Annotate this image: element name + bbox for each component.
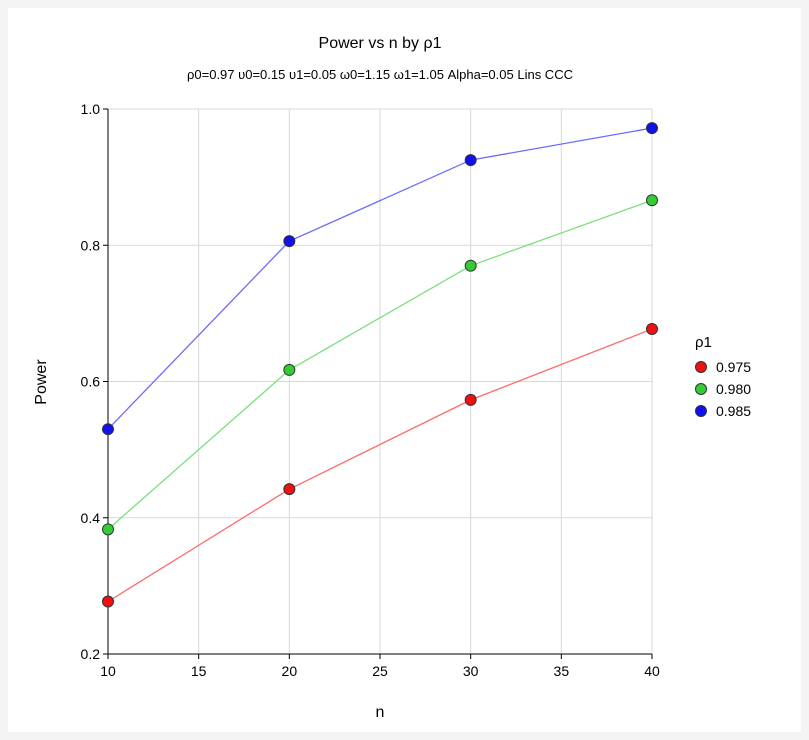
- data-point-0.985: [283, 235, 296, 248]
- series-line-0.975: [107, 328, 653, 603]
- y-tick-label: 0.6: [81, 374, 101, 390]
- legend-label-0.985: 0.985: [716, 403, 751, 419]
- legend-marker-0.975: [695, 361, 707, 373]
- y-tick-label: 1.0: [81, 101, 101, 117]
- chart-subtitle: ρ0=0.97 υ0=0.15 υ1=0.05 ω0=1.15 ω1=1.05 …: [187, 67, 573, 82]
- x-axis-label: n: [376, 704, 385, 721]
- data-point-0.980: [283, 363, 296, 376]
- legend-label-0.980: 0.980: [716, 381, 751, 397]
- chart-panel: [8, 8, 801, 732]
- data-point-0.985: [102, 423, 114, 436]
- x-tick-label: 15: [191, 663, 207, 679]
- legend: ρ1 0.975 0.980 0.985: [695, 334, 751, 419]
- x-tick-label: 25: [372, 663, 388, 679]
- data-point-0.975: [102, 595, 114, 608]
- y-tick-label: 0.4: [81, 510, 101, 526]
- data-point-0.980: [102, 523, 114, 536]
- axes: 10 15 20 25 30 35 40 0.2 0.4 0.6 0.8 1.0: [81, 101, 660, 679]
- x-tick-label: 40: [644, 663, 660, 679]
- chart-title: Power vs n by ρ1: [319, 35, 442, 52]
- x-tick-label: 20: [282, 663, 298, 679]
- data-point-0.985: [464, 154, 477, 167]
- data-point-0.975: [283, 483, 296, 496]
- data-point-0.975: [646, 323, 658, 336]
- y-tick-label: 0.8: [81, 237, 101, 253]
- data-point-0.975: [464, 393, 477, 406]
- data-point-0.980: [464, 259, 477, 272]
- data-point-0.985: [646, 122, 658, 135]
- series-line-0.985: [107, 127, 653, 430]
- data-point-0.980: [646, 194, 658, 207]
- x-tick-label: 10: [100, 663, 116, 679]
- grid: [108, 108, 653, 654]
- legend-marker-0.980: [695, 383, 707, 395]
- y-axis-label: Power: [33, 359, 50, 405]
- y-tick-label: 0.2: [81, 646, 101, 662]
- x-tick-label: 35: [554, 663, 570, 679]
- series-layer: [102, 122, 658, 608]
- legend-label-0.975: 0.975: [716, 359, 751, 375]
- legend-marker-0.985: [695, 405, 707, 417]
- legend-title: ρ1: [695, 334, 712, 351]
- x-tick-label: 30: [463, 663, 479, 679]
- series-line-0.980: [107, 199, 653, 530]
